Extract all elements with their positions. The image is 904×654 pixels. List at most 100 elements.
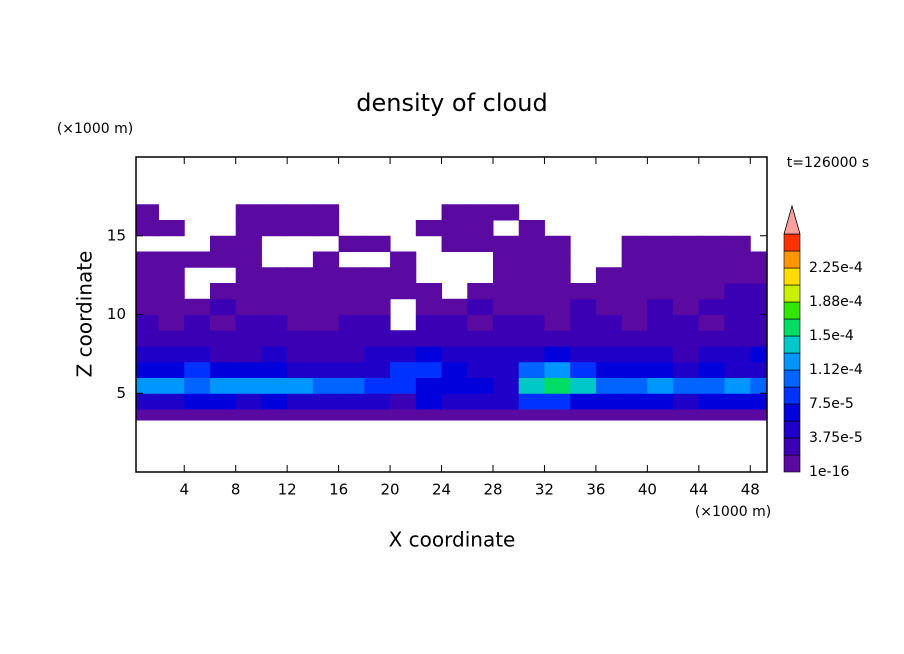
contour-cell xyxy=(518,346,545,363)
contour-cell xyxy=(287,361,314,378)
contour-cell xyxy=(544,361,571,378)
contour-cell xyxy=(235,298,262,315)
contour-cell xyxy=(724,409,751,421)
contour-cell xyxy=(136,361,160,378)
colorbar-label: 3.75e-5 xyxy=(809,430,863,446)
contour-cell xyxy=(261,377,288,394)
contour-cell xyxy=(184,330,211,347)
x-tick-label: 12 xyxy=(278,481,297,499)
contour-cell xyxy=(673,361,700,378)
contour-cell xyxy=(595,361,623,378)
contour-cell xyxy=(570,393,597,410)
contour-cell xyxy=(673,314,700,331)
contour-cell xyxy=(518,251,545,268)
contour-cell xyxy=(595,283,623,300)
contour-cell xyxy=(287,330,314,347)
contour-cell xyxy=(570,346,597,363)
contour-cell xyxy=(338,267,365,284)
contour-cell xyxy=(647,267,674,284)
contour-cell xyxy=(698,377,726,394)
contour-cell xyxy=(673,298,700,315)
contour-cell xyxy=(235,251,262,268)
contour-cell xyxy=(544,314,571,331)
contour-cell xyxy=(673,235,700,252)
contour-cell xyxy=(235,330,262,347)
contour-cell xyxy=(261,346,288,363)
contour-cell xyxy=(570,283,597,300)
contour-cell xyxy=(492,314,520,331)
contour-cell xyxy=(467,377,494,394)
contour-cell xyxy=(261,298,288,315)
contour-cell xyxy=(595,377,623,394)
contour-cell xyxy=(518,330,545,347)
contour-cell xyxy=(415,409,443,421)
contour-cell xyxy=(518,267,545,284)
contour-cell xyxy=(467,220,494,237)
contour-cell xyxy=(364,361,391,378)
contour-cell xyxy=(518,298,545,315)
contour-cell xyxy=(724,361,751,378)
contour-cell xyxy=(441,235,468,252)
contour-cell xyxy=(364,377,391,394)
contour-cell xyxy=(136,409,160,421)
contour-cell xyxy=(136,330,160,347)
contour-cell xyxy=(544,283,571,300)
contour-cell xyxy=(621,235,648,252)
contour-cell xyxy=(390,283,417,300)
contour-cell xyxy=(647,330,674,347)
contour-cell xyxy=(235,409,262,421)
contour-cell xyxy=(621,314,648,331)
contour-cell xyxy=(570,409,597,421)
contour-cell xyxy=(338,409,365,421)
contour-cell xyxy=(287,314,314,331)
contour-cell xyxy=(235,377,262,394)
colorbar-band xyxy=(783,318,801,337)
contour-cell xyxy=(136,251,160,268)
contour-cell xyxy=(209,361,237,378)
contour-cell xyxy=(595,267,623,284)
contour-cell xyxy=(750,393,767,410)
contour-cell xyxy=(492,283,520,300)
contour-cell xyxy=(570,298,597,315)
colorbar-label: 2.25e-4 xyxy=(809,260,863,276)
contour-cell xyxy=(467,204,494,221)
contour-cell xyxy=(415,314,443,331)
contour-cell xyxy=(647,346,674,363)
colorbar-overflow xyxy=(783,204,801,235)
contour-cell xyxy=(136,314,160,331)
contour-cell xyxy=(518,220,545,237)
contour-cell xyxy=(312,267,340,284)
contour-cell xyxy=(647,409,674,421)
contour-cell xyxy=(235,220,262,237)
contour-cell xyxy=(287,393,314,410)
contour-cell xyxy=(698,235,726,252)
contour-cell xyxy=(312,220,340,237)
contour-cell xyxy=(312,393,340,410)
contour-cell xyxy=(390,361,417,378)
contour-cell xyxy=(441,220,468,237)
contour-cell xyxy=(698,314,726,331)
contour-cell xyxy=(647,298,674,315)
contour-cell xyxy=(698,283,726,300)
contour-cell xyxy=(750,251,767,268)
contour-cell xyxy=(158,393,185,410)
contour-cell xyxy=(518,377,545,394)
contour-cell xyxy=(595,330,623,347)
contour-cell xyxy=(364,267,391,284)
colorbar-band xyxy=(783,301,801,320)
contour-cell xyxy=(312,377,340,394)
contour-cell xyxy=(724,393,751,410)
contour-cell xyxy=(724,283,751,300)
contour-cell xyxy=(312,204,340,221)
contour-cell xyxy=(518,283,545,300)
contour-cell xyxy=(441,314,468,331)
contour-cell xyxy=(390,377,417,394)
contour-cell xyxy=(338,346,365,363)
contour-cell xyxy=(184,377,211,394)
colorbar-label: 1.88e-4 xyxy=(809,294,863,310)
colorbar-band xyxy=(783,335,801,354)
colorbar-label: 1.12e-4 xyxy=(809,362,863,378)
contour-cell xyxy=(570,377,597,394)
x-unit: (×1000 m) xyxy=(695,504,771,520)
x-tick-label: 36 xyxy=(586,481,605,499)
